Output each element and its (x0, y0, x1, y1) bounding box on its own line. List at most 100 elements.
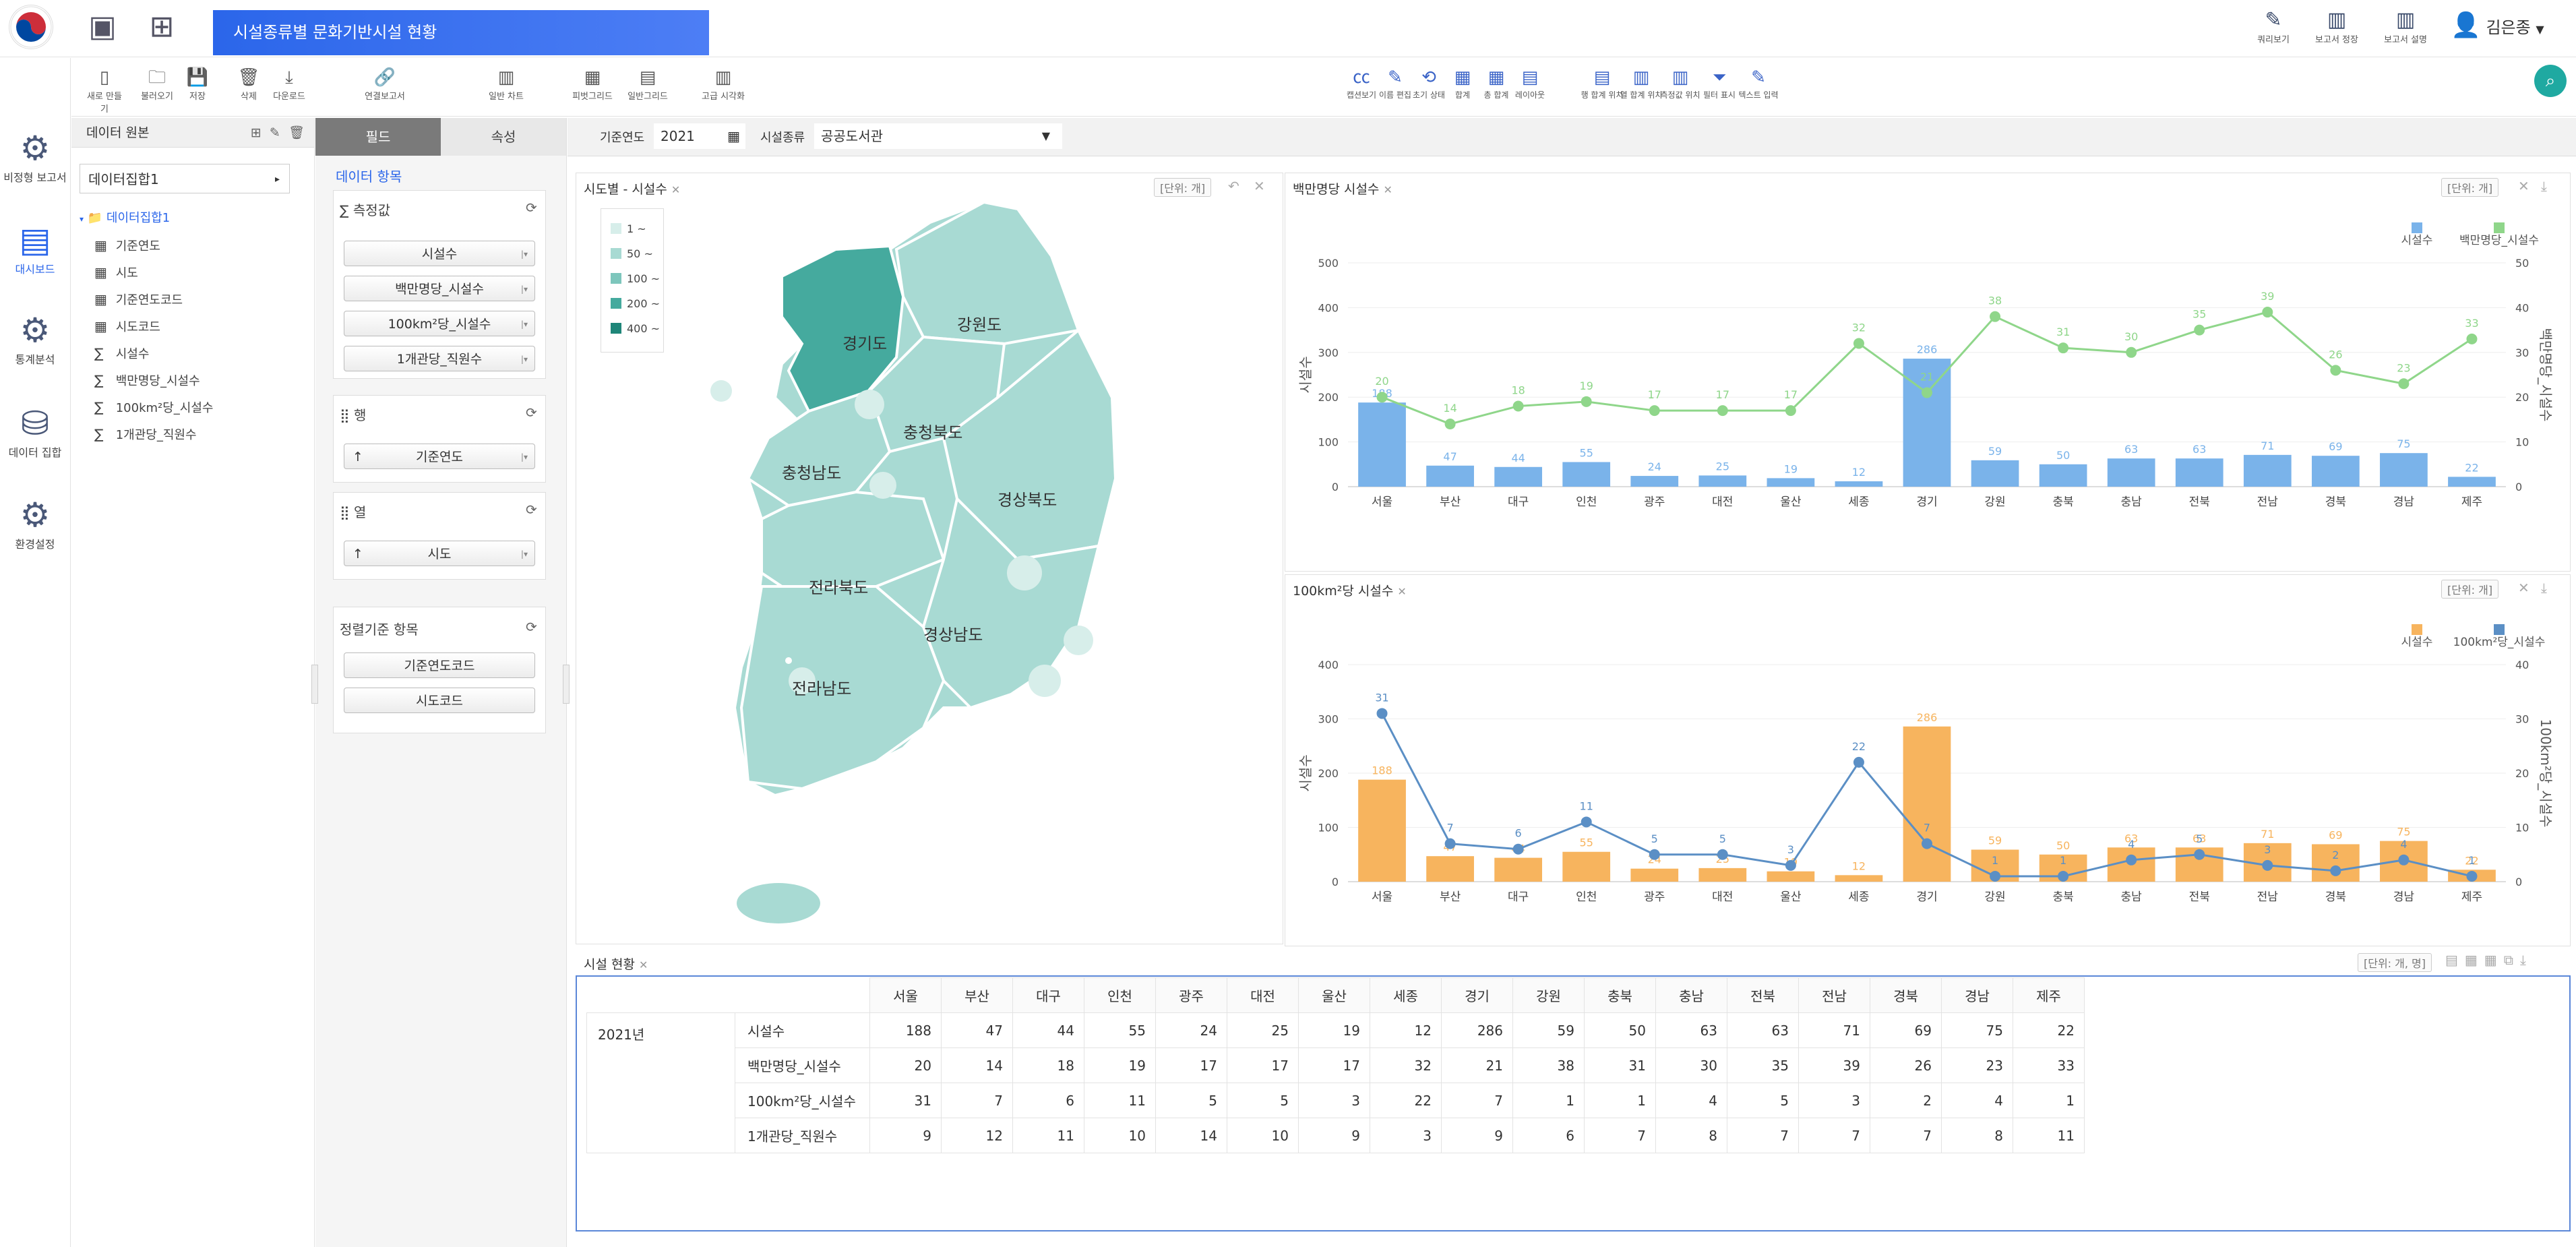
column-header[interactable]: 전북 (1727, 977, 1799, 1013)
column-header[interactable]: 전남 (1798, 977, 1870, 1013)
bar[interactable] (2448, 477, 2496, 487)
report-save-button[interactable]: ▥ 보고서 정장 (2306, 8, 2367, 45)
line-point[interactable] (2398, 378, 2410, 390)
year-filter-input[interactable]: 2021 ▦ (654, 123, 745, 149)
line-point[interactable] (1376, 708, 1388, 719)
refresh-icon[interactable]: ⟳ (526, 619, 537, 635)
measure-field[interactable]: 1개관당_직원수 |▾ (344, 346, 535, 371)
bar[interactable] (1903, 726, 1951, 882)
line-point[interactable] (2126, 854, 2137, 865)
refresh-icon[interactable]: ⟳ (526, 200, 537, 216)
line-point[interactable] (1853, 338, 1864, 349)
region-busan[interactable] (1029, 665, 1061, 697)
region-jeonnam[interactable] (739, 585, 946, 791)
close-icon[interactable]: ✕ (2518, 178, 2529, 194)
toolbar-button[interactable]: ✎ 이름 편집 (1378, 66, 1413, 100)
line-point[interactable] (1922, 387, 1932, 398)
user-menu[interactable]: 👤 김은종 ▼ (2451, 9, 2544, 46)
toolbar-button[interactable]: ✎ 텍스트 입력 (1735, 66, 1782, 100)
bar[interactable] (1971, 460, 2019, 487)
nav-dataset[interactable]: ⛁ 데이터 집합 (0, 403, 70, 460)
close-icon[interactable]: ✕ (1383, 183, 1392, 196)
line-point[interactable] (1581, 396, 1592, 407)
nav-stat-analysis[interactable]: ⚙ 통계분석 (0, 310, 70, 367)
collapse-handle[interactable] (311, 665, 318, 704)
toolbar-button[interactable]: ㏄ 캡션보기 (1344, 66, 1379, 100)
download-icon[interactable]: ⤓ (2541, 178, 2547, 194)
toolbar-button[interactable]: ▤ 레이아웃 (1512, 66, 1547, 100)
region-sejong[interactable] (855, 390, 884, 419)
column-header[interactable]: 경기 (1441, 977, 1513, 1013)
line-point[interactable] (2330, 865, 2341, 876)
col-field-sido[interactable]: ↑ 시도 |▾ (344, 541, 535, 566)
line-point[interactable] (1990, 311, 2001, 322)
dataset-select[interactable]: 데이터집합1 ▸ (80, 164, 290, 193)
bar[interactable] (2039, 464, 2087, 487)
bar[interactable] (2243, 454, 2292, 487)
line-point[interactable] (2194, 849, 2205, 860)
nav-adhoc-report[interactable]: ⚙ 비정형 보고서 (0, 128, 70, 185)
column-header[interactable]: 울산 (1298, 977, 1370, 1013)
line-point[interactable] (1512, 843, 1524, 855)
toolbar-button[interactable]: ▦ 피벗그리드 (562, 66, 623, 102)
close-icon[interactable]: ✕ (1254, 178, 1265, 194)
column-header[interactable]: 경남 (1941, 977, 2013, 1013)
close-icon[interactable]: ✕ (639, 959, 648, 971)
download-icon[interactable]: ⤓ (2541, 580, 2547, 596)
column-header[interactable]: 대구 (1012, 977, 1084, 1013)
toolbar-button[interactable]: ▥ 고급 시각화 (693, 66, 754, 102)
line-point[interactable] (2194, 324, 2205, 336)
line-point[interactable] (1649, 405, 1660, 417)
line-point[interactable] (2262, 307, 2273, 318)
toolbar-button[interactable]: ▦ 총 합계 (1479, 66, 1514, 100)
bar[interactable] (1358, 402, 1406, 487)
nav-dashboard[interactable]: ▤ 대시보드 (0, 220, 70, 276)
line-point[interactable] (2466, 870, 2478, 882)
region-ulsan[interactable] (1064, 626, 1093, 655)
sort-field-sido-code[interactable]: 시도코드 (344, 688, 535, 713)
region-daegu[interactable] (1007, 555, 1042, 590)
row-field-year[interactable]: ↑ 기준연도 |▾ (344, 444, 535, 469)
bar[interactable] (1630, 476, 1679, 487)
query-view-button[interactable]: ✎ 쿼리보기 (2243, 8, 2304, 45)
report-desc-button[interactable]: ▥ 보고서 설명 (2375, 8, 2436, 45)
apps-grid-icon[interactable]: ⊞ (149, 9, 175, 44)
region-daejeon[interactable] (869, 472, 896, 499)
toolbar-button[interactable]: ▥ 측정값 위치 (1657, 66, 1704, 100)
line-point[interactable] (2330, 365, 2341, 376)
line-point[interactable] (1376, 392, 1388, 403)
line-point[interactable] (2058, 342, 2069, 354)
line-point[interactable] (1444, 838, 1456, 849)
toolbar-button[interactable]: ▥ 열 합계 위치 (1618, 66, 1665, 100)
line-point[interactable] (1990, 870, 2001, 882)
bar[interactable] (1426, 856, 1474, 882)
column-header[interactable]: 서울 (869, 977, 942, 1013)
column-header[interactable]: 인천 (1084, 977, 1156, 1013)
close-icon[interactable]: ✕ (1397, 585, 1407, 598)
line-point[interactable] (1853, 756, 1864, 768)
column-header[interactable]: 경북 (1870, 977, 1942, 1013)
report-icon[interactable]: ▣ (88, 9, 117, 44)
tab-attribute[interactable]: 속성 (441, 118, 566, 156)
line-point[interactable] (2126, 346, 2137, 358)
column-header[interactable]: 광주 (1155, 977, 1227, 1013)
bar[interactable] (1426, 465, 1474, 487)
region-gwangju[interactable] (789, 667, 816, 694)
bar[interactable] (2311, 456, 2360, 487)
undo-icon[interactable]: ↶ (1228, 178, 1239, 194)
line-point[interactable] (1581, 816, 1592, 828)
tree-item[interactable]: ∑ 1개관당_직원수 (94, 421, 214, 448)
toolbar-button[interactable]: ⟲ 초기 상태 (1411, 66, 1446, 100)
type-filter-select[interactable]: 공공도서관 ▼ (814, 123, 1062, 149)
bar[interactable] (1630, 868, 1679, 882)
line-point[interactable] (1444, 419, 1456, 430)
toolbar-button[interactable]: ⏷ 필터 표시 (1696, 66, 1743, 100)
toolbar-button[interactable]: 🗑 삭제 (228, 66, 270, 102)
close-icon[interactable]: ✕ (671, 183, 681, 196)
column-header[interactable]: 충남 (1655, 977, 1727, 1013)
bar[interactable] (1835, 875, 1883, 882)
toolbar-button[interactable]: ▦ 합계 (1445, 66, 1480, 100)
search-icon[interactable]: ⌕ (2534, 65, 2567, 97)
line-point[interactable] (1785, 859, 1796, 871)
toolbar-button[interactable]: 💾 저장 (177, 66, 218, 102)
